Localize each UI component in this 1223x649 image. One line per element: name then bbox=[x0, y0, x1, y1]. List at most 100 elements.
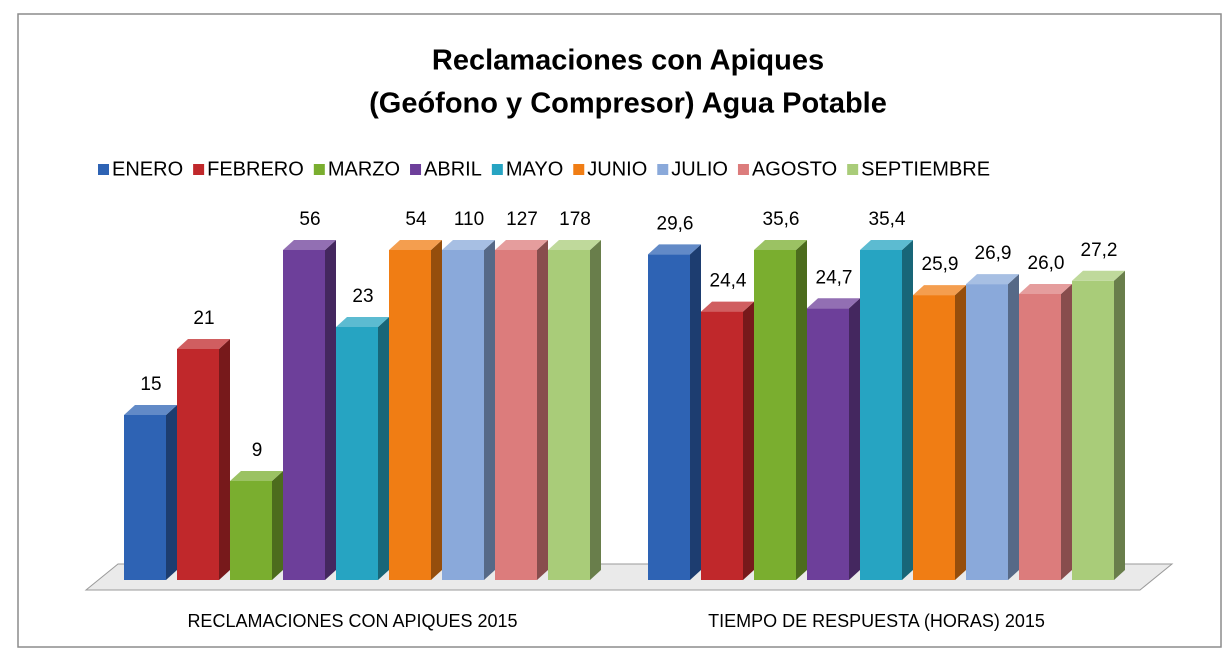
data-label: 29,6 bbox=[657, 213, 694, 234]
bar-top bbox=[124, 405, 177, 415]
bar-front bbox=[336, 327, 378, 580]
x-tick-label: RECLAMACIONES CON APIQUES 2015 bbox=[187, 611, 517, 631]
bar-side bbox=[955, 285, 966, 580]
bar-top bbox=[1019, 284, 1072, 294]
bar bbox=[648, 244, 701, 580]
bar-front bbox=[389, 250, 431, 580]
bar-side bbox=[431, 240, 442, 580]
bar-top bbox=[230, 471, 283, 481]
bar-front bbox=[807, 308, 849, 580]
bar bbox=[124, 405, 177, 580]
data-label: 9 bbox=[252, 440, 263, 461]
bar-front bbox=[966, 284, 1008, 580]
bar-top bbox=[442, 240, 495, 250]
bar-side bbox=[1061, 284, 1072, 580]
bar-front bbox=[913, 295, 955, 580]
bar-front bbox=[648, 254, 690, 580]
bar-top bbox=[283, 240, 336, 250]
bar-top bbox=[701, 301, 754, 312]
bar-front bbox=[283, 250, 325, 580]
bar-front bbox=[548, 250, 590, 580]
bar-front bbox=[860, 250, 902, 580]
data-label: 21 bbox=[193, 308, 214, 329]
bar-top bbox=[495, 240, 548, 250]
data-label: 26,0 bbox=[1028, 253, 1065, 274]
legend-swatch bbox=[491, 164, 503, 175]
bar-side bbox=[325, 240, 336, 580]
bar-side bbox=[484, 240, 495, 580]
bar bbox=[548, 240, 601, 580]
bar-front bbox=[124, 415, 166, 580]
bar-side bbox=[743, 301, 754, 580]
bar-top bbox=[754, 240, 807, 250]
bar-front bbox=[754, 250, 796, 580]
bar-front bbox=[177, 349, 219, 580]
bar-front bbox=[442, 250, 484, 580]
bar-side bbox=[902, 240, 913, 580]
bar bbox=[177, 339, 230, 580]
legend-label: SEPTIEMBRE bbox=[861, 158, 990, 180]
bar-side bbox=[537, 240, 548, 580]
legend-label: MAYO bbox=[506, 158, 563, 180]
data-label: 35,6 bbox=[763, 209, 800, 230]
legend-swatch bbox=[193, 164, 205, 175]
legend-swatch bbox=[573, 164, 585, 175]
data-label: 127 bbox=[506, 209, 538, 230]
bar-side bbox=[378, 317, 389, 580]
bar bbox=[966, 274, 1019, 580]
legend-label: ENERO bbox=[112, 158, 183, 180]
chart-title: Reclamaciones con Apiques bbox=[432, 45, 824, 77]
x-tick-label: TIEMPO DE RESPUESTA (HORAS) 2015 bbox=[708, 611, 1045, 631]
data-label: 56 bbox=[299, 209, 320, 230]
legend-swatch bbox=[847, 164, 859, 175]
bar bbox=[860, 240, 913, 580]
bar-side bbox=[1008, 274, 1019, 580]
bar-top bbox=[177, 339, 230, 349]
bar bbox=[283, 240, 336, 580]
bar-top bbox=[966, 274, 1019, 285]
bar-front bbox=[1019, 294, 1061, 580]
bar-top bbox=[648, 244, 701, 255]
bar-side bbox=[690, 244, 701, 580]
bar-top bbox=[807, 298, 860, 309]
bar-front bbox=[1072, 280, 1114, 580]
legend-label: ABRIL bbox=[424, 158, 482, 180]
bar-side bbox=[590, 240, 601, 580]
bar-top bbox=[913, 285, 966, 296]
legend-swatch bbox=[410, 164, 422, 175]
bar-side bbox=[272, 471, 283, 580]
data-label: 54 bbox=[405, 209, 427, 230]
bar-front bbox=[230, 481, 272, 580]
legend-swatch bbox=[313, 164, 325, 175]
data-label: 24,4 bbox=[710, 271, 747, 292]
data-label: 24,7 bbox=[816, 267, 853, 288]
bar bbox=[701, 301, 754, 580]
bar bbox=[336, 317, 389, 580]
bar bbox=[442, 240, 495, 580]
bar-top bbox=[860, 240, 913, 250]
chart-subtitle: (Geófono y Compresor) Agua Potable bbox=[369, 88, 887, 120]
bar-top bbox=[389, 240, 442, 250]
bar bbox=[1072, 270, 1125, 580]
data-label: 25,9 bbox=[922, 254, 959, 275]
bar bbox=[807, 298, 860, 580]
bar-top bbox=[336, 317, 389, 327]
legend-swatch bbox=[98, 164, 109, 175]
data-label: 110 bbox=[454, 209, 484, 230]
data-label: 23 bbox=[352, 286, 373, 307]
bar-top bbox=[548, 240, 601, 250]
legend-swatch bbox=[737, 164, 749, 175]
bar-front bbox=[701, 311, 743, 580]
legend-swatch bbox=[657, 164, 669, 175]
bar-top bbox=[1072, 270, 1125, 281]
data-label: 35,4 bbox=[869, 209, 906, 230]
legend-label: MARZO bbox=[328, 158, 400, 180]
legend-label: FEBRERO bbox=[207, 158, 304, 180]
bar-side bbox=[849, 298, 860, 580]
data-label: 178 bbox=[559, 209, 591, 230]
bar bbox=[495, 240, 548, 580]
bar-front bbox=[495, 250, 537, 580]
bar bbox=[389, 240, 442, 580]
bar-side bbox=[166, 405, 177, 580]
